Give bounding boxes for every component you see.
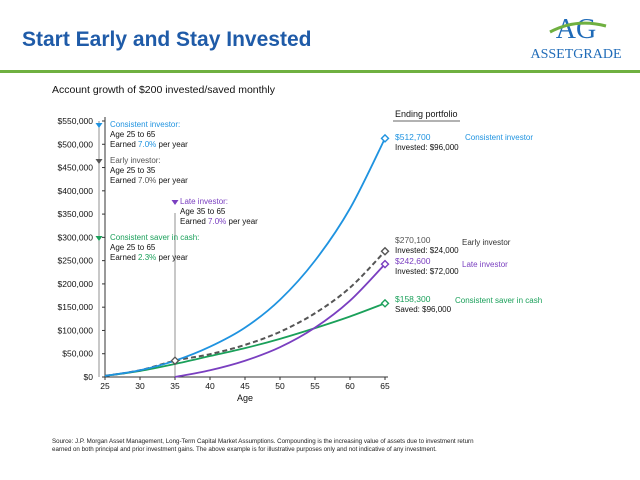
x-tick-label: 45 [240,381,250,391]
assetgrade-logo: AG ASSETGRADE [530,14,621,62]
chart-subtitle: Account growth of $200 invested/saved mo… [52,84,275,96]
annotation-earned-consistent: Earned 7.0% per year [110,140,188,149]
y-tick-label: $150,000 [58,302,94,312]
ending-detail-consistent: Invested: $96,000 [395,143,459,152]
early-stop-marker [170,356,180,366]
annotation-marker-late [171,200,179,205]
annotation-earned-suffix: per year [226,217,258,226]
annotation-earned-suffix: per year [156,176,188,185]
series-line-consistent [104,137,386,377]
series-line-cash [104,302,386,377]
annotation-rate: 7.0% [138,140,156,149]
annotation-marker-cash [95,236,103,241]
annotation-earned-late: Earned 7.0% per year [180,217,258,226]
y-tick-label: $100,000 [58,325,94,335]
annotation-title-early: Early investor: [110,156,161,165]
annotation-rate: 7.0% [208,217,226,226]
y-tick-label: $50,000 [62,349,93,359]
annotation-marker-consistent [95,123,103,128]
annotation-earned-prefix: Earned [110,253,138,262]
x-tick-label: 55 [310,381,320,391]
y-tick-label: $250,000 [58,256,94,266]
x-tick-label: 50 [275,381,285,391]
ending-value-early: $270,100 [395,235,431,245]
ending-detail-early: Invested: $24,000 [395,246,459,255]
ending-value-consistent: $512,700 [395,132,431,142]
series-line-late [174,263,386,378]
series-name-cash: Consistent saver in cash [455,296,542,305]
annotation-title-consistent: Consistent investor: [110,120,180,129]
annotation-earned-prefix: Earned [180,217,208,226]
y-tick-label: $300,000 [58,232,94,242]
logo-mark: AG [556,14,596,45]
series-end-marker-late [380,259,390,269]
series-end-marker-early [380,246,390,256]
header-divider [0,70,640,73]
series-name-consistent: Consistent investor [465,133,533,142]
annotation-title-cash: Consistent saver in cash: [110,233,199,242]
series-line-early [104,250,386,377]
annotation-earned-suffix: per year [156,140,188,149]
ending-value-late: $242,600 [395,256,431,266]
annotation-age-consistent: Age 25 to 65 [110,130,156,139]
series-end-marker-cash [380,298,390,308]
annotation-earned-cash: Earned 2.3% per year [110,253,188,262]
annotation-title-late: Late investor: [180,197,228,206]
annotation-earned-prefix: Earned [110,140,138,149]
y-tick-label: $200,000 [58,279,94,289]
ending-value-cash: $158,300 [395,294,431,304]
annotation-earned-suffix: per year [156,253,188,262]
annotation-age-late: Age 35 to 65 [180,207,226,216]
x-tick-label: 30 [135,381,145,391]
y-tick-label: $550,000 [58,116,94,126]
ending-portfolio-header: Ending portfolio [395,109,458,119]
y-tick-label: $350,000 [58,209,94,219]
series-name-early: Early investor [462,238,511,247]
series-end-marker-consistent [380,133,390,143]
annotation-age-early: Age 25 to 35 [110,166,156,175]
series-lines [104,133,390,378]
x-tick-label: 25 [100,381,110,391]
annotation-rate: 2.3% [138,253,156,262]
y-tick-label: $450,000 [58,163,94,173]
axes: $0 $50,000 $100,000 $150,000 $200,000 $250,00… [58,116,390,403]
y-tick-label: $500,000 [58,139,94,149]
y-tick-label: $400,000 [58,186,94,196]
x-tick-label: 35 [170,381,180,391]
growth-chart: $0 $50,000 $100,000 $150,000 $200,000 $250,00… [58,109,543,403]
series-name-late: Late investor [462,260,508,269]
ending-detail-cash: Saved: $96,000 [395,305,452,314]
x-tick-label: 40 [205,381,215,391]
x-axis-title: Age [237,393,253,403]
annotation-rate: 7.0% [138,176,156,185]
annotation-earned-prefix: Earned [110,176,138,185]
annotation-age-cash: Age 25 to 65 [110,243,156,252]
slide-title: Start Early and Stay Invested [22,28,312,51]
y-tick-label: $0 [84,372,94,382]
ending-detail-late: Invested: $72,000 [395,267,459,276]
x-tick-label: 60 [345,381,355,391]
annotation-marker-early [95,159,103,164]
source-note: Source: J.P. Morgan Asset Management, Lo… [52,438,474,453]
logo-text: ASSETGRADE [530,47,621,62]
annotation-earned-early: Earned 7.0% per year [110,176,188,185]
x-tick-label: 65 [380,381,390,391]
logo-swoosh [549,21,607,34]
